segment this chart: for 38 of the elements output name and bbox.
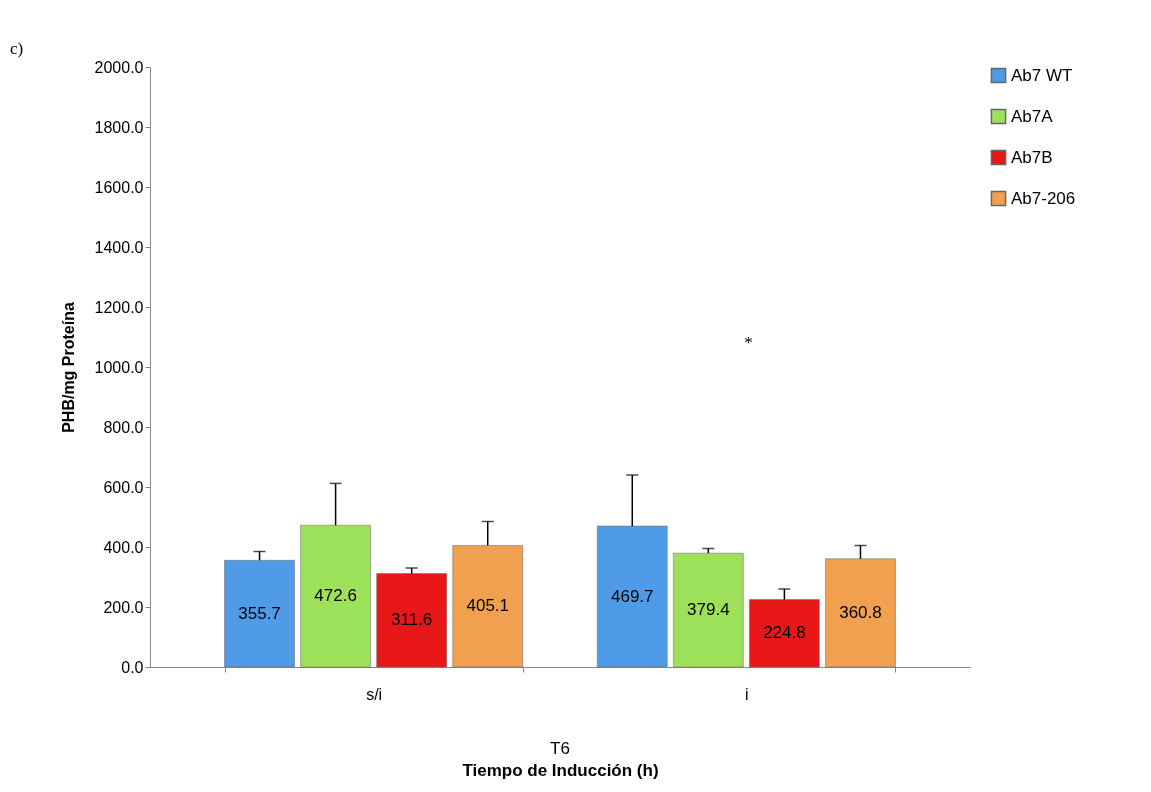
bar <box>597 525 668 668</box>
bar <box>825 558 896 668</box>
bar <box>673 552 744 668</box>
y-tick-label: 1600.0 <box>94 178 144 196</box>
y-tick-label: 1400.0 <box>94 238 144 256</box>
bar <box>224 560 295 668</box>
y-tick-label: 2000.0 <box>94 58 144 76</box>
data-label: 311.6 <box>391 610 433 630</box>
y-tick-label: 400.0 <box>103 538 144 556</box>
text: T6 <box>550 739 570 758</box>
y-tick-label: 200.0 <box>103 598 144 616</box>
y-tick-label: 1000.0 <box>94 358 144 376</box>
x-tick-label: i <box>745 685 749 703</box>
y-tick-label: 600.0 <box>103 478 144 496</box>
data-label: 379.4 <box>687 600 730 620</box>
data-label: 355.7 <box>238 603 281 623</box>
legend-label: Ab7A <box>1011 106 1054 126</box>
y-tick-label: 0.0 <box>121 658 144 676</box>
legend-label: Ab7B <box>1011 147 1053 167</box>
data-label: 472.6 <box>314 586 357 606</box>
annotation: * <box>744 333 753 352</box>
data-label: 360.8 <box>839 602 882 622</box>
y-tick-label: 1200.0 <box>94 298 144 316</box>
bar <box>452 545 523 668</box>
bar <box>376 573 447 668</box>
legend-label: Ab7-206 <box>1011 188 1076 208</box>
data-label: 405.1 <box>466 596 510 616</box>
x-tick-label: s/i <box>366 685 383 703</box>
y-axis-title: PHB/mg Proteína <box>59 302 77 433</box>
x-axis-title: Tiempo de Inducción (h) <box>462 760 659 780</box>
data-label: 224.8 <box>763 623 806 643</box>
text: c) <box>10 39 24 58</box>
legend-label: Ab7 WT <box>1011 65 1073 85</box>
bar <box>749 599 820 668</box>
data-label: 469.7 <box>610 586 654 606</box>
y-tick-label: 800.0 <box>103 418 144 436</box>
bar <box>300 524 371 668</box>
y-tick-label: 1800.0 <box>94 118 144 136</box>
